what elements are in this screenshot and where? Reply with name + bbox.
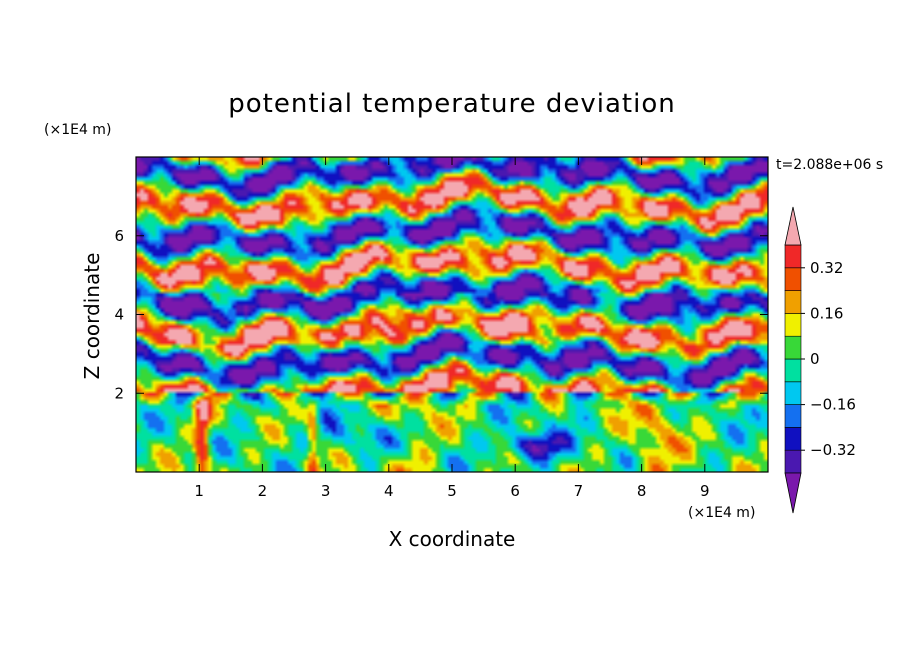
x-tick-label: 2 (258, 482, 268, 500)
time-label: t=2.088e+06 s (776, 157, 883, 173)
colorbar-label: 0.16 (810, 304, 843, 322)
x-tick-label: 8 (637, 482, 647, 500)
chart-title: potential temperature deviation (228, 89, 675, 119)
colorbar-segment (784, 313, 802, 337)
y-tick-label: 4 (114, 306, 124, 324)
x-tick-label: 9 (700, 482, 710, 500)
heatmap-field (136, 157, 768, 472)
colorbar-segment (784, 244, 802, 269)
colorbar-segment (784, 267, 802, 291)
x-axis-unit: (×1E4 m) (688, 505, 755, 521)
colorbar-label: −0.32 (810, 441, 856, 459)
colorbar-segment (784, 358, 802, 383)
x-tick-label: 1 (194, 482, 204, 500)
colorbar-segment (784, 335, 802, 360)
y-axis-label: Z coordinate (80, 253, 104, 380)
x-tick-label: 6 (510, 482, 520, 500)
x-tick-label: 3 (321, 482, 331, 500)
y-tick-label: 6 (114, 227, 124, 245)
x-axis-label: X coordinate (389, 527, 516, 551)
y-axis-unit: (×1E4 m) (44, 122, 111, 138)
colorbar-label: −0.16 (810, 396, 856, 414)
colorbar-segment (784, 290, 802, 314)
colorbar-segment (784, 381, 802, 405)
x-tick-label: 5 (447, 482, 457, 500)
x-tick-label: 7 (574, 482, 584, 500)
colorbar-segment (784, 449, 802, 474)
colorbar-label: 0 (810, 350, 820, 368)
y-tick-label: 2 (114, 384, 124, 402)
colorbar-extend-bottom (784, 472, 802, 514)
colorbar-label: 0.32 (810, 259, 843, 277)
colorbar-segment (784, 427, 802, 451)
colorbar-extend-top (784, 206, 802, 246)
x-tick-label: 4 (384, 482, 394, 500)
colorbar-segment (784, 404, 802, 428)
